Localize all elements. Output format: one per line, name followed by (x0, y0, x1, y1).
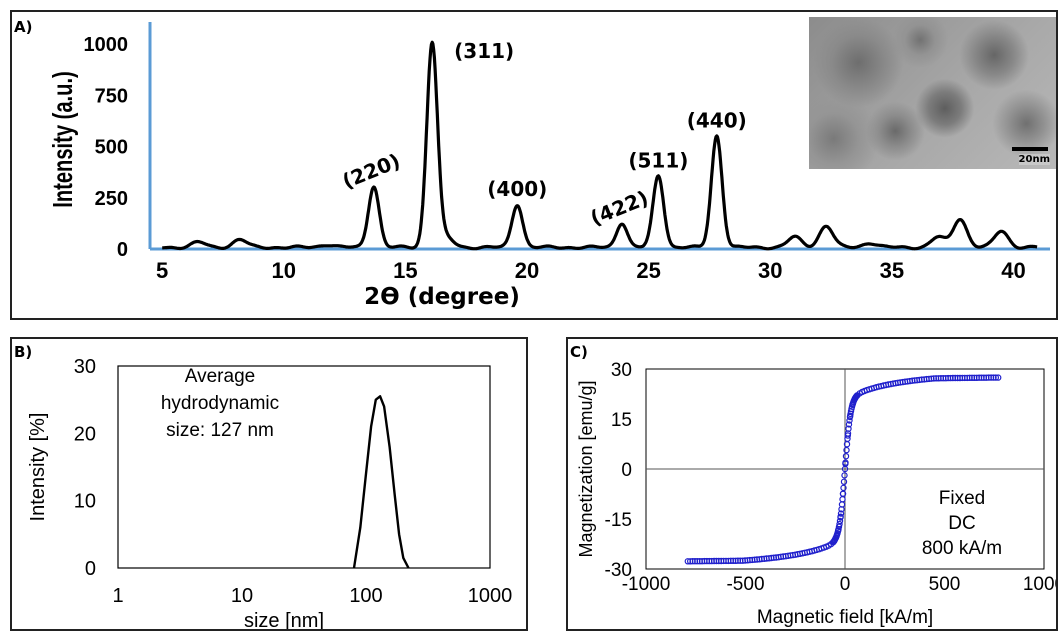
x-tick-label: 1000 (468, 585, 513, 607)
data-point (839, 496, 846, 503)
x-tick-label: 20 (515, 258, 539, 283)
panel-b: B) 0 10 20 30 1 10 100 1000 size [nm] Intensity [… (10, 337, 528, 631)
y-tick-label: 1000 (84, 34, 129, 56)
panel-c-tag: C) (570, 343, 588, 361)
x-axis-title: 2ϴ (degree) (364, 284, 520, 310)
data-point (841, 472, 848, 479)
x-tick-label: 25 (636, 258, 660, 283)
x-tick-label: 30 (758, 258, 782, 283)
y-tick-label: 0 (85, 558, 96, 580)
peak-label: (511) (628, 148, 688, 172)
x-tick-label: 100 (349, 585, 382, 607)
y-tick-label: 0 (117, 239, 128, 261)
data-point (836, 517, 844, 525)
panel-a: A) 0 250 500 750 1000 5 10 15 20 25 30 35 40 2ϴ (degr… (10, 10, 1058, 320)
dls-chart: 0 10 20 30 1 10 100 1000 size [nm] Intensity [%] A… (27, 356, 513, 629)
tem-inset-image: 20nm (809, 17, 1056, 169)
data-point (995, 374, 1002, 381)
data-point (844, 435, 851, 442)
annotation-line: size: 127 nm (166, 420, 274, 441)
x-tick-label: 5 (156, 258, 168, 283)
peak-label: (220) (339, 149, 404, 194)
data-point (853, 392, 861, 399)
x-axis-title: Magnetic field [kA/m] (757, 607, 933, 628)
scale-bar-label: 20nm (1018, 154, 1050, 165)
panel-c: C) -30 -15 0 15 30 -1000 -500 0 500 1000 Magnetic … (566, 337, 1058, 631)
y-tick-label: 0 (621, 460, 632, 481)
annotation-line: Average (185, 366, 255, 387)
vsm-chart: -30 -15 0 15 30 -1000 -500 0 500 1000 Magnetic fie… (576, 360, 1056, 628)
y-tick-label: -30 (605, 560, 632, 581)
data-point (839, 490, 847, 497)
peak-label: (400) (487, 177, 547, 201)
xrd-pattern-line (161, 40, 1038, 251)
x-tick-label: 0 (840, 574, 851, 595)
x-tick-label: 35 (880, 258, 904, 283)
annotation-line: DC (948, 513, 975, 534)
scale-bar (1012, 147, 1048, 151)
x-tick-label: 40 (1001, 258, 1025, 283)
data-point (842, 459, 849, 466)
data-point (837, 514, 844, 521)
peak-label: (311) (454, 39, 514, 63)
plot-frame (117, 365, 491, 569)
y-axis-title: Intensity [%] (27, 413, 49, 522)
y-axis-title: Intensity (a.u.) (48, 71, 79, 208)
data-point (843, 446, 850, 454)
y-tick-label: -15 (605, 510, 632, 531)
y-tick-label: 30 (74, 356, 96, 378)
data-point (846, 417, 853, 424)
x-tick-label: 10 (272, 258, 296, 283)
data-point (842, 452, 850, 460)
data-point (841, 465, 849, 473)
x-tick-label: 15 (393, 258, 417, 283)
x-tick-label: 1000 (1023, 574, 1056, 595)
data-point (845, 425, 852, 432)
y-tick-label: 10 (74, 491, 96, 513)
data-point (835, 523, 843, 530)
x-tick-label: 1 (112, 585, 123, 607)
y-axis-title: Magnetization [emu/g] (576, 380, 596, 557)
y-tick-label: 750 (95, 85, 128, 107)
data-point (845, 421, 853, 428)
y-tick-label: 500 (95, 137, 128, 159)
y-tick-label: 250 (95, 188, 128, 210)
x-tick-label: 500 (929, 574, 961, 595)
y-tick-label: 20 (74, 423, 96, 445)
x-tick-label: -500 (726, 574, 764, 595)
annotation-line: Fixed (939, 488, 985, 509)
panel-b-tag: B) (14, 343, 33, 361)
peak-label: (440) (687, 108, 747, 132)
data-point (837, 510, 845, 517)
annotation-line: 800 kA/m (922, 538, 1002, 559)
peak-label: (422) (587, 186, 652, 231)
data-point (992, 374, 999, 381)
data-point (840, 484, 847, 492)
x-axis-title: size [nm] (244, 610, 324, 629)
data-point (846, 413, 854, 421)
y-tick-label: 30 (611, 360, 632, 381)
panel-a-tag: A) (14, 18, 33, 36)
x-tick-label: -1000 (622, 574, 671, 595)
xrd-chart: 0 250 500 750 1000 5 10 15 20 25 30 35 40 2ϴ (degree)… (48, 22, 1050, 310)
annotation-line: hydrodynamic (161, 393, 279, 414)
size-distribution-line (352, 395, 410, 569)
x-tick-label: 10 (231, 585, 253, 607)
data-point (840, 478, 848, 485)
y-tick-label: 15 (611, 410, 632, 431)
data-point (836, 520, 843, 528)
